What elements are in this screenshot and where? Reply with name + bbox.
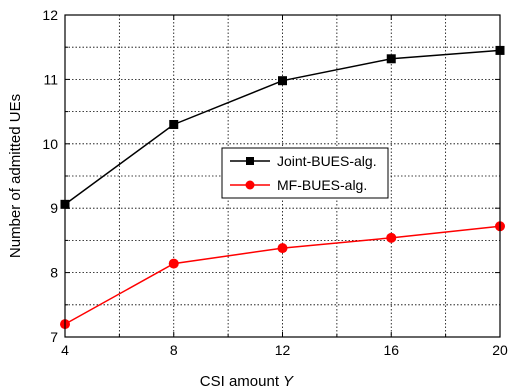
legend-marker-series-2 <box>245 180 255 190</box>
data-point-series-2 <box>386 232 397 243</box>
x-tick-label: 20 <box>492 342 508 358</box>
y-axis-label: Number of admitted UEs <box>7 94 24 258</box>
y-tick-label: 7 <box>50 329 58 345</box>
y-tick-label: 10 <box>42 136 58 152</box>
data-point-series-2 <box>168 258 179 269</box>
y-tick-label: 8 <box>50 265 58 281</box>
y-tick-label: 9 <box>50 200 58 216</box>
y-tick-label: 11 <box>43 71 58 87</box>
legend-label-series-1: Joint-BUES-alg. <box>277 153 377 169</box>
y-tick-label: 12 <box>42 7 58 23</box>
x-tick-label: 8 <box>170 342 178 358</box>
axis-ticks: 4 8 12 16 20 7 8 9 10 11 12 <box>42 7 508 358</box>
x-axis-symbol: Y <box>283 373 294 390</box>
x-tick-label: 4 <box>61 342 69 358</box>
x-tick-label: 12 <box>275 342 291 358</box>
data-point-series-2 <box>277 243 288 254</box>
series-layer <box>60 45 505 330</box>
data-point-series-1 <box>386 54 396 64</box>
legend-label-series-2: MF-BUES-alg. <box>277 177 367 193</box>
data-point-series-1 <box>278 76 287 86</box>
x-tick-label: 16 <box>383 342 399 358</box>
data-point-series-1 <box>169 119 179 129</box>
legend-box <box>221 147 389 199</box>
legend-marker-series-1 <box>246 157 254 165</box>
legend: Joint-BUES-alg. MF-BUES-alg. <box>221 147 389 199</box>
x-axis-label: CSI amount <box>200 373 280 390</box>
